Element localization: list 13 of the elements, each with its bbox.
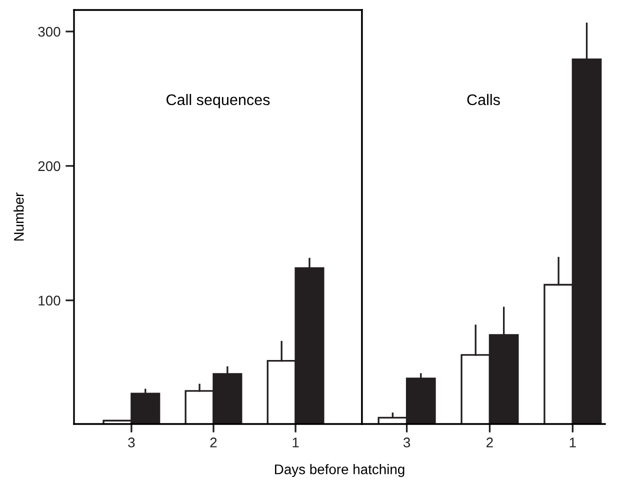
x-tick-label: 1: [570, 438, 576, 448]
text: Call sequences: [166, 94, 270, 108]
text: Calls: [467, 94, 500, 106]
x-axis-title: Days before hatching: [275, 464, 404, 477]
y-tick-label: 300: [38, 26, 60, 37]
x-tick-label: 3: [403, 438, 410, 448]
x-tick-label: 2: [486, 438, 493, 448]
y-tick-label: 200: [38, 161, 60, 172]
x-tick-label: 2: [210, 438, 217, 448]
x-tick-label: 3: [128, 438, 135, 448]
y-axis-title: Number: [14, 192, 24, 241]
y-tick-label: 100: [38, 296, 60, 306]
x-tick-label: 1: [292, 438, 299, 448]
